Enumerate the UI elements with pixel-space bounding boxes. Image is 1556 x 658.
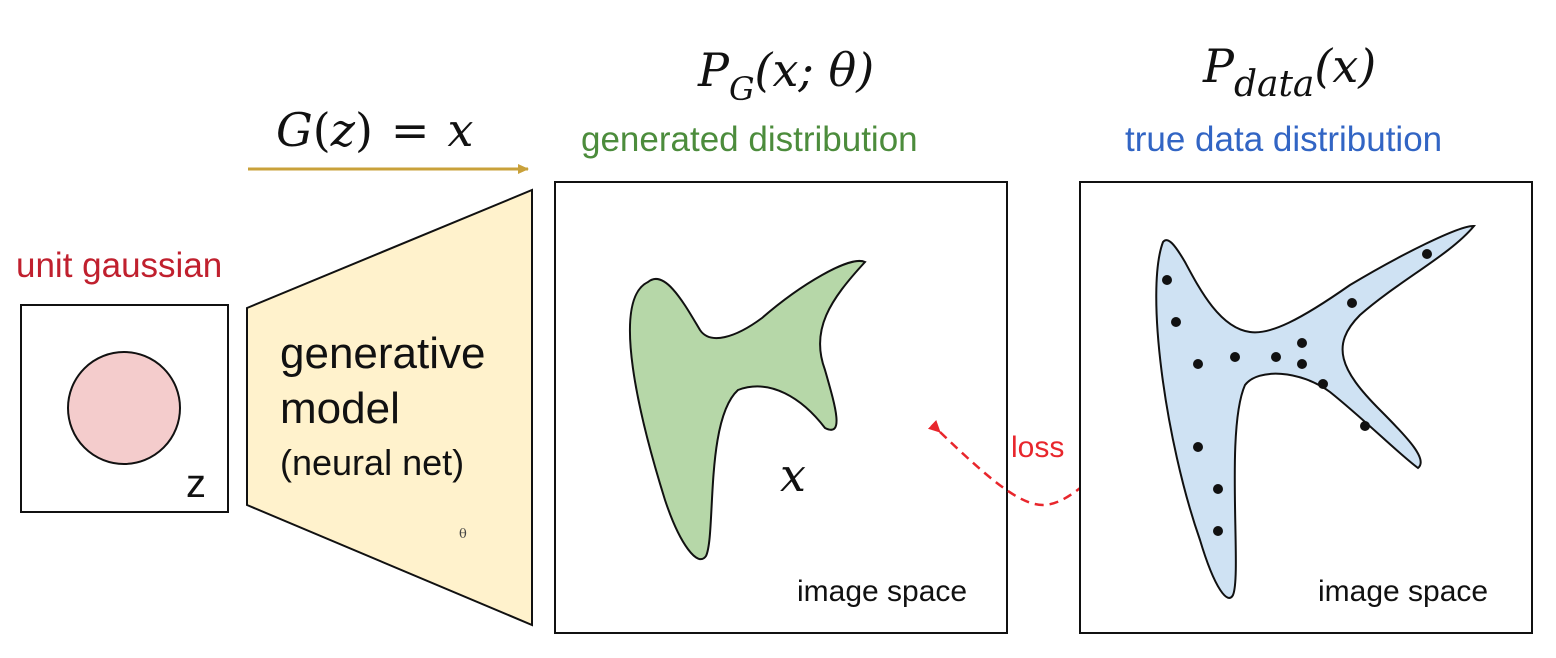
data-point [1193, 359, 1203, 369]
z-variable-label: z [186, 462, 206, 506]
data-point [1360, 421, 1370, 431]
true-image-space-label: image space [1318, 575, 1488, 608]
data-point [1347, 298, 1357, 308]
pdata-symbol: P [1202, 39, 1235, 93]
equation-close-paren: ) [355, 103, 373, 157]
gaussian-circle [67, 351, 181, 465]
data-point [1213, 526, 1223, 536]
data-point [1230, 352, 1240, 362]
generative-model-label-line3: (neural net) [280, 442, 464, 483]
equation-equals: = [391, 103, 430, 157]
generated-distribution-label: generated distribution [581, 120, 918, 159]
equation-open-paren: ( [313, 103, 331, 157]
data-point [1422, 249, 1432, 259]
loss-arrow [927, 420, 1145, 507]
data-point [1193, 442, 1203, 452]
generated-sample-x-label: x [780, 448, 806, 502]
pdata-args: (x) [1314, 39, 1376, 93]
pg-args: (x; θ) [755, 43, 875, 97]
generated-image-space-label: image space [797, 575, 967, 608]
true-distribution-label: true data distribution [1125, 120, 1442, 159]
generative-model-label-line2: model [280, 384, 400, 433]
pg-subscript: G [729, 70, 755, 108]
data-point [1213, 484, 1223, 494]
generated-image-space-box [554, 181, 1008, 634]
data-point [1318, 379, 1328, 389]
equation-func: G [276, 103, 313, 157]
true-distribution-formula: Pdata(x) [1202, 39, 1376, 105]
data-point [1297, 359, 1307, 369]
data-point [1297, 338, 1307, 348]
equation-result: x [447, 103, 473, 157]
generative-model-shape [246, 188, 533, 627]
theta-param-label: θ [459, 527, 467, 542]
pg-symbol: P [697, 43, 730, 97]
data-point [1171, 317, 1181, 327]
loss-label: loss [1011, 431, 1064, 464]
generated-distribution-shape [629, 260, 867, 561]
true-image-space-box [1079, 181, 1533, 634]
generative-model-label-line1: generative [280, 329, 485, 378]
generated-distribution-formula: PG(x; θ) [697, 43, 874, 108]
pdata-subscript: data [1234, 64, 1314, 105]
data-point [1271, 352, 1281, 362]
unit-gaussian-label: unit gaussian [16, 246, 222, 285]
equation-arg: z [330, 103, 356, 157]
true-distribution-shape [1155, 224, 1477, 599]
true-data-points [1162, 249, 1432, 536]
data-point [1162, 275, 1172, 285]
generator-equation: G(z) = x [276, 103, 473, 157]
